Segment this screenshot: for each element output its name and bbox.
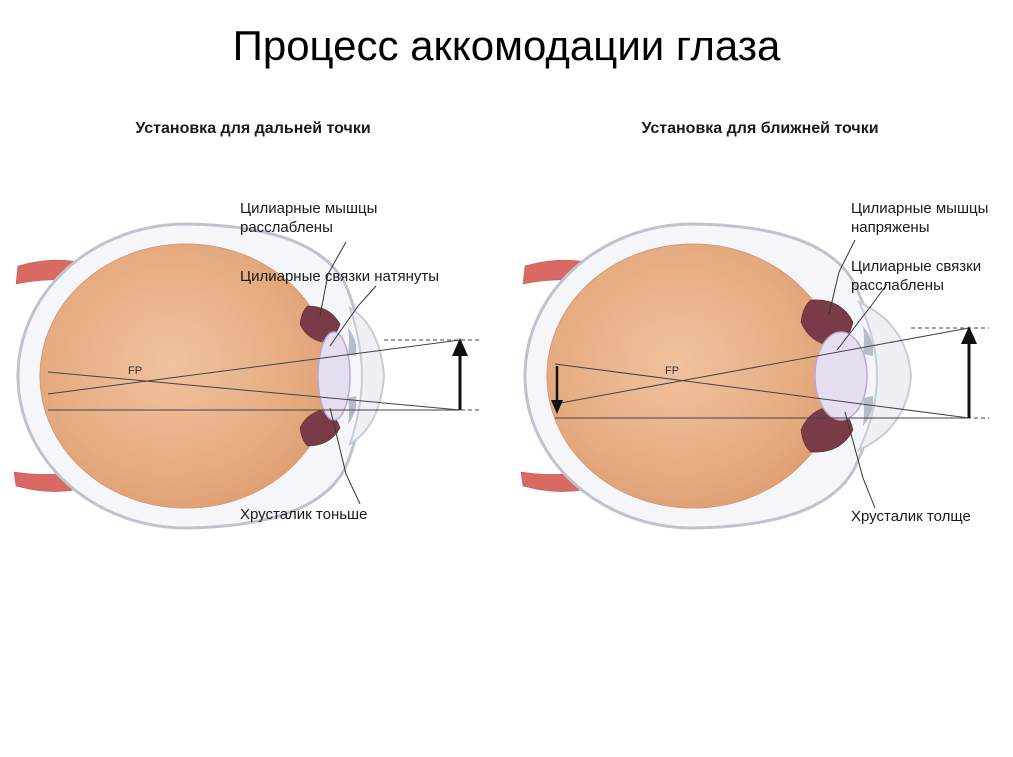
diagram-row: Установка для дальней точки bbox=[0, 70, 1013, 576]
label-ciliary-muscle-far: Цилиарные мышцырасслаблены bbox=[240, 200, 377, 238]
label-lens-near: Хрусталик толще bbox=[851, 508, 971, 527]
fp-label: FP bbox=[128, 365, 142, 377]
object-arrow-near bbox=[961, 326, 977, 418]
panel-near: Установка для ближней точки bbox=[515, 120, 1005, 576]
diagram-far: FP Цилиарные мышцырасслаблены Цилиарные … bbox=[8, 156, 498, 576]
subtitle-near: Установка для ближней точки bbox=[515, 120, 1005, 138]
object-arrow-far bbox=[452, 338, 468, 410]
vitreous bbox=[547, 244, 839, 508]
label-ciliary-lig-near: Цилиарные связкирасслаблены bbox=[851, 258, 981, 296]
page-title: Процесс аккомодации глаза bbox=[0, 0, 1013, 70]
subtitle-far: Установка для дальней точки bbox=[8, 120, 498, 138]
fp-label: FP bbox=[665, 365, 679, 377]
lens-far bbox=[318, 332, 350, 420]
label-ciliary-lig-far: Цилиарные связки натянуты bbox=[240, 268, 439, 287]
panel-far: Установка для дальней точки bbox=[8, 120, 498, 576]
label-ciliary-muscle-near: Цилиарные мышцынапряжены bbox=[851, 200, 988, 238]
object-guides bbox=[911, 328, 989, 418]
label-lens-far: Хрусталик тоньше bbox=[240, 506, 367, 525]
diagram-near: FP Цилиарные мышцынапряжены Цилиарные св… bbox=[515, 156, 1005, 576]
object-guides bbox=[384, 340, 480, 410]
